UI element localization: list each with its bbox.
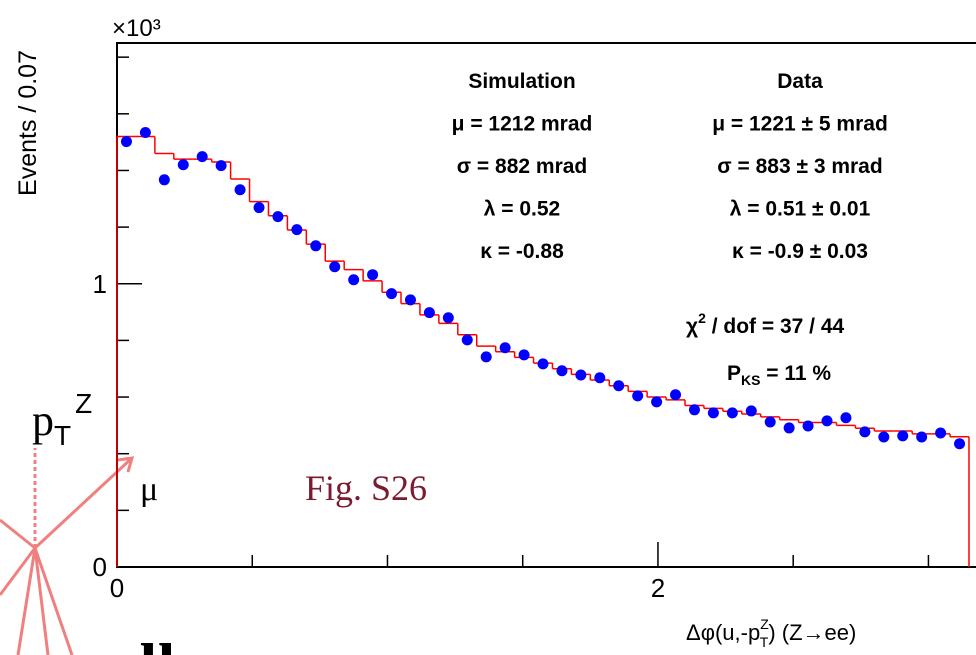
x-label-sup: Z — [760, 616, 769, 632]
stat-text: λ = 0.52 — [484, 198, 560, 221]
data-point — [688, 404, 700, 416]
mu-label: μ — [140, 471, 158, 508]
u-label: u — [140, 615, 176, 655]
data-point — [632, 390, 644, 402]
mu-vector — [33, 456, 134, 550]
x-label-sub: T — [760, 634, 769, 650]
x-tick-label: 2 — [651, 573, 665, 603]
data-point — [234, 184, 246, 196]
data-point — [613, 380, 625, 392]
data-point — [840, 412, 852, 424]
data-point — [499, 342, 511, 354]
figure-label: Fig. S26 — [305, 468, 427, 508]
data-point — [367, 269, 379, 281]
data-point — [745, 405, 757, 417]
data-point — [120, 136, 132, 148]
stat-text: μ = 1212 mrad — [452, 113, 593, 136]
data-point — [878, 431, 890, 443]
data-point — [802, 420, 814, 432]
data-point — [480, 351, 492, 363]
data-point — [897, 430, 909, 442]
pt-label: pTZ — [32, 388, 92, 451]
data-point — [423, 307, 435, 319]
data-point — [954, 438, 966, 450]
chi2-part: χ — [686, 315, 698, 338]
stat-text: Simulation — [468, 70, 575, 93]
data-point — [916, 431, 928, 443]
y-axis-label: Events / 0.07 — [14, 50, 42, 196]
track — [16, 547, 37, 655]
chi2-text: χ2 / dof = 37 / 44 — [686, 310, 845, 338]
data-point — [291, 224, 303, 236]
vector-diagram — [0, 448, 135, 655]
data-point — [935, 427, 947, 439]
stat-text: Data — [777, 70, 823, 93]
stat-text: σ = 883 ± 3 mrad — [717, 155, 882, 178]
data-point — [253, 202, 265, 214]
x-label-part: ) (Z→ee) — [768, 620, 856, 645]
data-point — [651, 396, 663, 408]
data-point — [215, 160, 227, 172]
data-point — [707, 407, 719, 419]
arrow-head — [117, 456, 135, 473]
data-point — [670, 389, 682, 401]
pks-part: = 11 % — [760, 362, 831, 385]
data-point — [348, 274, 360, 286]
track — [0, 547, 37, 596]
y-tick-label: 0 — [93, 552, 107, 582]
chi2-sup: 2 — [698, 310, 706, 326]
track — [33, 547, 74, 655]
data-point — [158, 174, 170, 186]
data-point — [575, 369, 587, 381]
track — [0, 518, 36, 550]
data-point — [177, 159, 189, 171]
pks-text: PKS = 11 % — [727, 362, 831, 388]
data-point — [726, 407, 738, 419]
data-point — [329, 261, 341, 273]
data-point — [518, 349, 530, 361]
data-point — [196, 151, 208, 163]
data-point — [310, 240, 322, 252]
x-label-part: Δφ(u,-p — [686, 620, 760, 645]
stat-text: μ = 1221 ± 5 mrad — [712, 113, 888, 136]
pt-part: p — [32, 396, 54, 445]
data-point — [442, 312, 454, 324]
x-tick-label: 0 — [110, 573, 124, 603]
chi2-part: / dof = 37 / 44 — [706, 315, 845, 338]
data-point — [859, 426, 871, 438]
y-tick-label: 1 — [93, 269, 107, 299]
data-point — [556, 365, 568, 377]
data-point — [537, 358, 549, 370]
stat-text: κ = -0.88 — [480, 240, 564, 263]
stat-text: κ = -0.9 ± 0.03 — [732, 240, 868, 263]
data-point — [386, 288, 398, 300]
stat-text: λ = 0.51 ± 0.01 — [730, 198, 871, 221]
data-point — [821, 415, 833, 427]
data-point — [461, 334, 473, 346]
data-point — [404, 294, 416, 306]
y-multiplier: ×10³ — [112, 15, 161, 42]
x-axis-label: Δφ(u,-pZ T) (Z→ee) — [686, 616, 856, 650]
track — [33, 547, 50, 655]
data-point — [594, 372, 606, 384]
stat-text: σ = 882 mrad — [457, 155, 588, 178]
data-point — [764, 416, 776, 428]
pt-sub: T — [54, 420, 71, 451]
data-point — [272, 211, 284, 223]
pks-part: P — [727, 362, 741, 385]
pt-sup: Z — [75, 388, 92, 419]
data-point — [783, 422, 795, 434]
data-point — [139, 127, 151, 139]
pks-sub: KS — [741, 372, 760, 388]
